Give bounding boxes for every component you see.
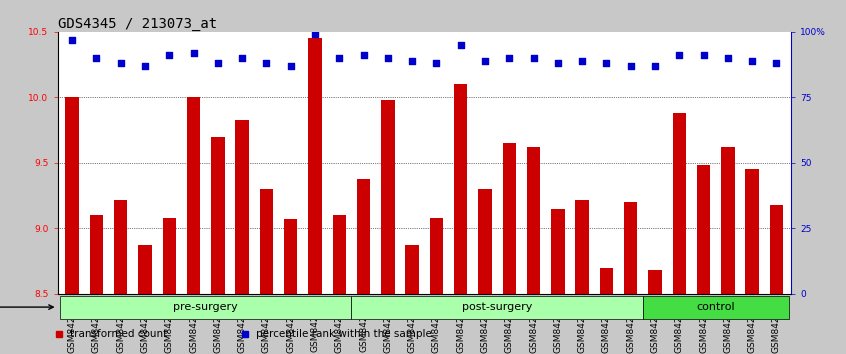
Bar bbox=[527, 147, 541, 294]
Point bbox=[745, 58, 759, 63]
Text: control: control bbox=[696, 302, 735, 312]
Bar bbox=[745, 170, 759, 294]
Point bbox=[770, 61, 783, 66]
Bar bbox=[503, 143, 516, 294]
Point bbox=[721, 55, 734, 61]
Bar bbox=[308, 38, 321, 294]
Point bbox=[235, 55, 249, 61]
FancyBboxPatch shape bbox=[643, 296, 788, 319]
Bar bbox=[65, 97, 79, 294]
Text: specimen: specimen bbox=[0, 302, 53, 312]
Bar bbox=[430, 218, 443, 294]
Bar bbox=[114, 200, 128, 294]
Bar bbox=[90, 215, 103, 294]
Bar bbox=[673, 113, 686, 294]
Point bbox=[575, 58, 589, 63]
Point bbox=[187, 50, 201, 56]
Bar bbox=[624, 202, 637, 294]
Text: post-surgery: post-surgery bbox=[462, 302, 532, 312]
Text: transformed count: transformed count bbox=[70, 329, 168, 339]
Bar bbox=[138, 245, 151, 294]
Point bbox=[600, 61, 613, 66]
Bar bbox=[162, 218, 176, 294]
Point bbox=[90, 55, 103, 61]
Point bbox=[65, 37, 79, 42]
Point bbox=[332, 55, 346, 61]
Point bbox=[454, 42, 468, 48]
Point bbox=[138, 63, 151, 69]
Point bbox=[284, 63, 298, 69]
Bar bbox=[212, 137, 224, 294]
Bar bbox=[332, 215, 346, 294]
Bar bbox=[187, 97, 201, 294]
Point bbox=[381, 55, 394, 61]
Bar bbox=[284, 219, 297, 294]
Bar bbox=[721, 147, 734, 294]
Point bbox=[551, 61, 564, 66]
Text: percentile rank within the sample: percentile rank within the sample bbox=[256, 329, 432, 339]
Point bbox=[162, 53, 176, 58]
Bar bbox=[382, 100, 394, 294]
Bar bbox=[357, 178, 371, 294]
Bar bbox=[478, 189, 492, 294]
Point bbox=[211, 61, 224, 66]
Point bbox=[697, 53, 711, 58]
Point bbox=[478, 58, 492, 63]
Bar bbox=[405, 245, 419, 294]
Point bbox=[648, 63, 662, 69]
Bar bbox=[648, 270, 662, 294]
Bar bbox=[575, 200, 589, 294]
Point bbox=[357, 53, 371, 58]
Bar bbox=[552, 209, 564, 294]
Bar bbox=[697, 165, 711, 294]
FancyBboxPatch shape bbox=[60, 296, 351, 319]
Text: pre-surgery: pre-surgery bbox=[173, 302, 238, 312]
Point bbox=[308, 32, 321, 37]
Bar bbox=[600, 268, 613, 294]
Point bbox=[624, 63, 638, 69]
Point bbox=[527, 55, 541, 61]
Point bbox=[260, 61, 273, 66]
Bar bbox=[454, 84, 467, 294]
Point bbox=[673, 53, 686, 58]
Bar bbox=[260, 189, 273, 294]
Bar bbox=[235, 120, 249, 294]
Bar bbox=[770, 205, 783, 294]
Text: GDS4345 / 213073_at: GDS4345 / 213073_at bbox=[58, 17, 217, 31]
FancyBboxPatch shape bbox=[351, 296, 643, 319]
Point bbox=[405, 58, 419, 63]
Point bbox=[114, 61, 128, 66]
Point bbox=[503, 55, 516, 61]
Point bbox=[430, 61, 443, 66]
